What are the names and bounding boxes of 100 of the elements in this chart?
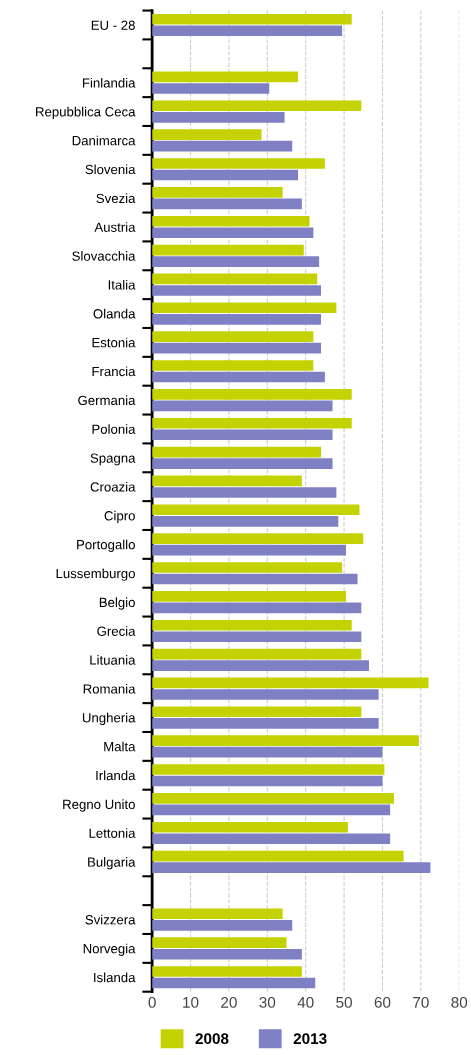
y-tick-label: Malta — [104, 741, 136, 752]
bar — [152, 735, 419, 746]
y-tick-label: Slovacchia — [72, 251, 136, 261]
bar — [152, 602, 362, 614]
bar — [152, 977, 316, 989]
bar — [152, 371, 325, 383]
bar — [152, 458, 333, 469]
bar — [152, 833, 391, 845]
bar — [152, 285, 322, 296]
y-tick-label: EU - 28 — [91, 20, 135, 30]
x-tick-label: 0 — [148, 996, 156, 1008]
bar — [152, 862, 431, 873]
bar — [152, 706, 362, 718]
y-tick-label: Norvegia — [83, 943, 136, 956]
bar — [152, 112, 285, 123]
x-tick-label: 60 — [374, 996, 391, 1008]
bar — [152, 169, 298, 181]
y-tick-label: Francia — [92, 366, 136, 377]
y-tick-label: Olanda — [93, 308, 136, 319]
bar — [152, 966, 302, 977]
bar — [152, 256, 320, 267]
bar — [152, 619, 352, 631]
bar — [152, 389, 352, 400]
bar — [152, 129, 262, 140]
bar — [152, 13, 352, 25]
bar — [152, 342, 322, 354]
bar — [152, 244, 304, 256]
bar — [152, 71, 298, 83]
bar — [152, 227, 314, 239]
bar — [152, 648, 362, 660]
bar — [152, 400, 333, 412]
bar — [152, 314, 322, 325]
y-tick-label: Polonia — [92, 424, 136, 434]
bar — [152, 804, 391, 816]
y-tick-label: Irlanda — [96, 770, 136, 781]
bar — [152, 544, 346, 556]
y-tick-label: Cipro — [104, 510, 135, 524]
y-tick-label: Islanda — [94, 972, 136, 983]
y-tick-label: Bulgaria — [88, 857, 136, 870]
y-tick-label: Finlandia — [83, 77, 136, 88]
bar — [152, 948, 302, 960]
y-tick-label: Estonia — [92, 337, 136, 348]
y-tick-label: Italia — [108, 279, 136, 290]
bar — [152, 677, 429, 689]
bar — [152, 331, 314, 342]
y-tick-label: Svezia — [96, 193, 136, 204]
bar — [152, 360, 314, 371]
y-tick-label: Croazia — [90, 481, 136, 492]
y-tick-label: Belgio — [99, 597, 135, 610]
bar — [152, 937, 287, 948]
bar — [152, 660, 370, 671]
x-tick-label: 80 — [451, 996, 468, 1008]
bar — [152, 631, 362, 643]
bar — [152, 25, 343, 37]
x-tick-label: 40 — [297, 996, 314, 1008]
bar — [152, 764, 385, 775]
y-tick-label: Portogallo — [77, 539, 135, 552]
y-tick-label: Spagna — [90, 453, 136, 466]
y-tick-label: Grecia — [97, 626, 136, 636]
bar — [152, 100, 362, 112]
bar — [152, 215, 310, 227]
y-tick-label: Regno Unito — [63, 799, 135, 812]
x-tick-label: 20 — [221, 996, 237, 1008]
bar — [152, 475, 302, 487]
bar — [152, 821, 348, 833]
bar — [152, 746, 383, 758]
x-tick-label: 70 — [413, 996, 429, 1008]
bar — [152, 562, 343, 573]
bar — [152, 417, 352, 429]
bar — [152, 198, 302, 210]
bar — [152, 908, 283, 920]
bar — [152, 793, 394, 804]
bar — [152, 775, 383, 787]
legend-label: 2008 — [195, 1033, 229, 1045]
bar — [152, 718, 379, 729]
y-tick-label: Svizzera — [85, 914, 136, 925]
bar — [152, 187, 283, 198]
y-tick-label: Germania — [78, 395, 136, 406]
bar — [152, 140, 293, 152]
bar — [152, 446, 322, 458]
bar — [152, 573, 358, 585]
bar — [152, 273, 318, 285]
bar — [152, 920, 293, 931]
y-tick-label: Slovenia — [85, 164, 136, 175]
y-tick-label: Romania — [83, 683, 136, 694]
y-tick-label: Lettonia — [89, 828, 136, 838]
x-tick-label: 10 — [183, 996, 199, 1008]
y-tick-label: Danimarca — [72, 135, 136, 146]
x-tick-label: 30 — [259, 996, 276, 1008]
bar — [152, 533, 364, 544]
y-tick-label: Repubblica Ceca — [36, 106, 136, 120]
bar — [152, 487, 337, 498]
bar — [152, 302, 337, 314]
legend-label: 2013 — [293, 1033, 327, 1045]
bar — [152, 689, 379, 700]
bar — [152, 158, 325, 169]
bar — [152, 83, 270, 94]
bar — [152, 429, 333, 441]
bar — [152, 516, 339, 527]
y-tick-label: Lussemburgo — [56, 568, 135, 581]
